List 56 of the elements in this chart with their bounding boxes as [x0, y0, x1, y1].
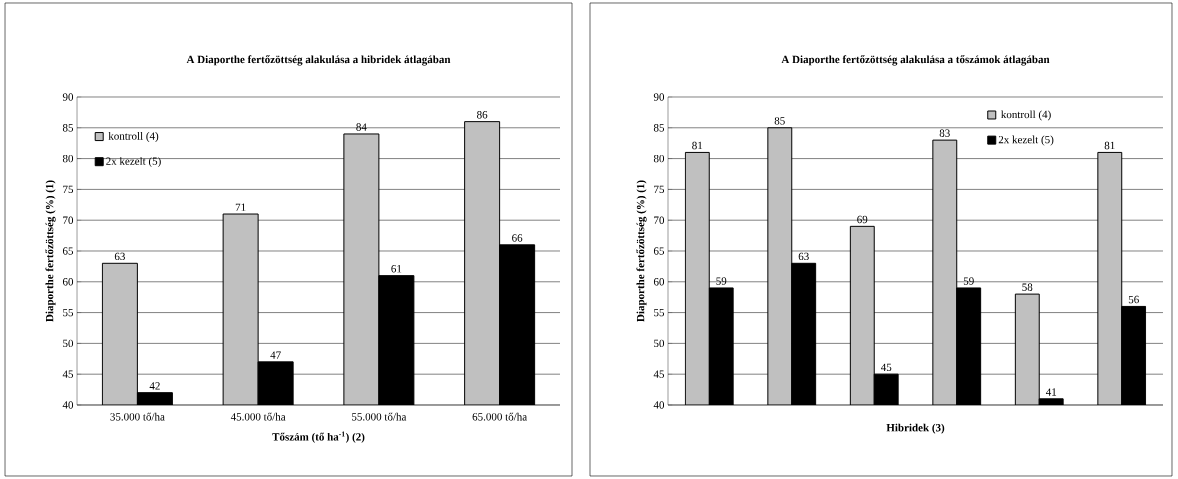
- x-tick-label: 55.000 tő/ha: [352, 412, 407, 421]
- data-label: 59: [716, 277, 727, 285]
- data-label: 63: [114, 252, 125, 261]
- y-axis-title: Diaporthe fertőzöttség (%) (1): [636, 180, 647, 322]
- x-axis-title: Hibridek (3): [886, 423, 945, 434]
- legend-label: 2x kezelt (5): [998, 135, 1054, 146]
- y-tick-label: 45: [62, 370, 74, 378]
- data-label: 84: [356, 123, 367, 131]
- y-tick-label: 65: [653, 247, 665, 255]
- y-tick-label: 60: [653, 278, 665, 286]
- y-tick-label: 80: [62, 154, 74, 163]
- x-axis-title: Tőszám (tő ha$^{-1}$) (2): [272, 431, 365, 443]
- data-label: 81: [692, 141, 703, 150]
- y-tick-label: 70: [63, 216, 74, 224]
- x-tick-label: 65.000 tő/ha: [472, 412, 527, 421]
- y-tick-label: 70: [654, 216, 665, 224]
- y-tick-label: 75: [63, 185, 74, 194]
- data-label: 71: [235, 203, 246, 211]
- y-tick-label: 55: [654, 308, 665, 317]
- data-label: 47: [270, 351, 281, 359]
- y-tick-label: 80: [653, 154, 665, 163]
- data-label: 81: [1104, 141, 1115, 150]
- data-label: 69: [857, 215, 868, 224]
- x-tick-label: 35.000 tő/ha: [110, 412, 165, 421]
- data-label: 86: [477, 111, 488, 119]
- chart-title: A Diaporthe fertőzöttség alakulása a tőszámok átlagában: [781, 55, 1050, 66]
- y-axis-title: Diaporthe fertőzöttség (%) (1): [45, 180, 56, 322]
- y-tick-label: 90: [653, 93, 665, 101]
- data-label: 59: [963, 277, 974, 285]
- data-label: 58: [1022, 283, 1033, 291]
- y-tick-label: 90: [62, 93, 74, 101]
- data-label: 45: [880, 363, 892, 371]
- data-label: 63: [798, 252, 809, 261]
- chart-title: A Diaporthe fertőzöttség alakulása a hibridek átlagában: [186, 55, 451, 66]
- y-tick-label: 45: [653, 370, 665, 378]
- legend-label: kontroll (4): [108, 132, 159, 142]
- y-tick-label: 55: [63, 308, 74, 317]
- x-tick-label: 45.000 tő/ha: [230, 412, 286, 421]
- y-tick-label: 40: [653, 401, 665, 409]
- data-label: 85: [774, 117, 785, 125]
- y-tick-label: 85: [62, 124, 74, 132]
- data-label: 42: [149, 382, 160, 390]
- data-label: 66: [512, 234, 523, 242]
- y-tick-label: 50: [654, 339, 665, 348]
- y-tick-label: 85: [653, 124, 665, 132]
- y-tick-label: 75: [654, 185, 665, 194]
- y-tick-label: 40: [62, 401, 74, 409]
- data-label: 41: [1045, 388, 1057, 396]
- y-tick-label: 65: [62, 247, 74, 255]
- legend-label: kontroll (4): [1001, 110, 1051, 121]
- data-label: 83: [939, 129, 950, 137]
- data-label: 56: [1128, 295, 1139, 304]
- y-tick-label: 50: [63, 339, 74, 348]
- y-tick-label: 60: [62, 278, 74, 286]
- data-label: 61: [391, 265, 402, 273]
- legend-label: 2x kezelt (5): [106, 157, 161, 168]
